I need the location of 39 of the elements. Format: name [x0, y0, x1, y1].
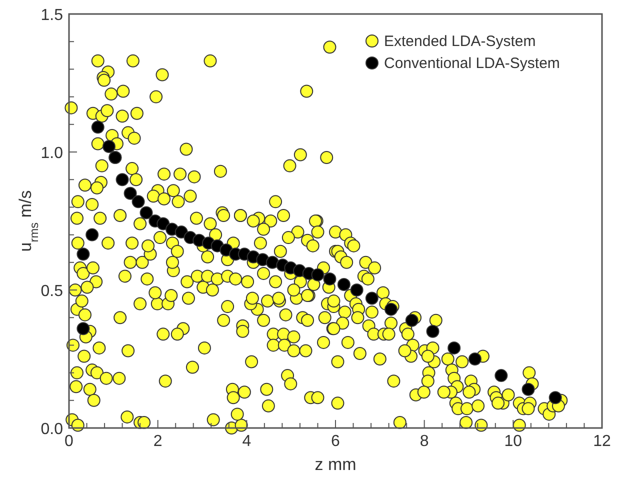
point [132, 195, 145, 208]
x-tick-label: 12 [593, 433, 611, 450]
point [86, 228, 99, 242]
x-tick-label: 0 [64, 433, 74, 450]
point [323, 272, 336, 286]
point [405, 314, 418, 327]
x-tick-label: 2 [153, 433, 162, 450]
point [311, 268, 324, 282]
point [384, 302, 398, 316]
point [91, 120, 104, 134]
y-tick-label: 1.0 [40, 145, 64, 162]
point [116, 173, 129, 186]
y-tick-label: 0.0 [40, 421, 64, 438]
point [468, 352, 482, 366]
y-tick-label: 1.5 [40, 7, 64, 24]
point [337, 278, 350, 291]
y-tick-label: 0.5 [40, 283, 64, 300]
legend-label: Extended LDA-System [384, 33, 536, 50]
point [365, 292, 378, 305]
point [426, 324, 440, 338]
point [76, 322, 90, 336]
x-axis-title: z mm [314, 455, 356, 474]
x-tick-label: 4 [242, 433, 252, 450]
point [448, 341, 461, 354]
point [102, 140, 116, 153]
point [522, 382, 535, 396]
x-tick-label: 6 [331, 433, 340, 450]
x-tick-label: 10 [504, 433, 522, 450]
point [350, 284, 364, 296]
point [124, 186, 137, 200]
point [266, 256, 279, 269]
point [494, 369, 508, 382]
point [76, 248, 90, 261]
legend-label: Conventional LDA-System [384, 55, 560, 72]
point [140, 206, 153, 220]
point [548, 391, 562, 404]
x-tick-label: 8 [420, 433, 429, 450]
point [156, 217, 170, 230]
point [174, 226, 188, 239]
